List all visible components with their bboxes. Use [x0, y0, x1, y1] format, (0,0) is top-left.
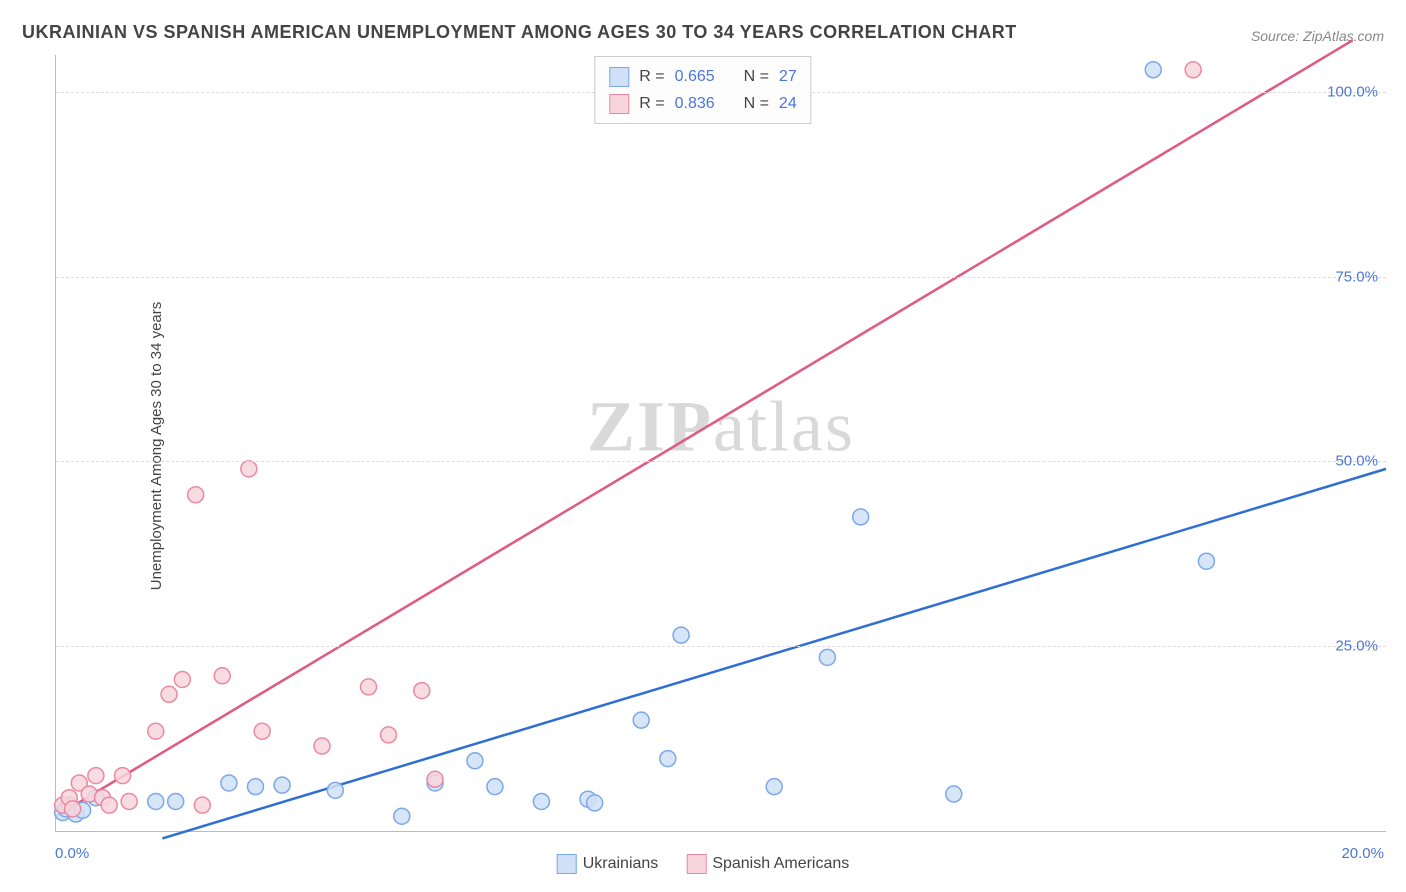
scatter-point — [394, 808, 410, 824]
legend-label-spanish: Spanish Americans — [712, 855, 849, 872]
gridline — [56, 461, 1386, 462]
scatter-point — [414, 683, 430, 699]
regression-line — [56, 40, 1353, 816]
series-legend: Ukrainians Spanish Americans — [557, 854, 850, 874]
scatter-point — [533, 793, 549, 809]
scatter-point — [633, 712, 649, 728]
scatter-point — [467, 753, 483, 769]
scatter-point — [248, 779, 264, 795]
legend-swatch-ukrainians — [609, 67, 629, 87]
chart-title: UKRAINIAN VS SPANISH AMERICAN UNEMPLOYME… — [22, 22, 1017, 43]
legend-row-ukrainians: R = 0.665 N = 27 — [609, 63, 796, 90]
scatter-point — [381, 727, 397, 743]
y-tick-label: 75.0% — [1335, 268, 1378, 285]
source-credit: Source: ZipAtlas.com — [1251, 28, 1384, 44]
scatter-point — [673, 627, 689, 643]
scatter-point — [214, 668, 230, 684]
legend-label-ukrainians: Ukrainians — [583, 855, 659, 872]
gridline — [56, 277, 1386, 278]
scatter-point — [1198, 553, 1214, 569]
legend-swatch-icon — [686, 854, 706, 874]
x-tick-min: 0.0% — [55, 845, 89, 862]
scatter-point — [1185, 62, 1201, 78]
scatter-point — [148, 793, 164, 809]
legend-item-ukrainians: Ukrainians — [557, 854, 659, 874]
scatter-point — [168, 793, 184, 809]
r-value-ukrainians: 0.665 — [675, 63, 715, 90]
scatter-point — [327, 782, 343, 798]
r-label: R = — [639, 63, 664, 90]
n-value-ukrainians: 27 — [779, 63, 797, 90]
scatter-point — [946, 786, 962, 802]
scatter-point — [766, 779, 782, 795]
legend-item-spanish: Spanish Americans — [686, 854, 849, 874]
scatter-point — [587, 795, 603, 811]
scatter-point — [101, 797, 117, 813]
scatter-point — [194, 797, 210, 813]
scatter-point — [274, 777, 290, 793]
y-tick-label: 50.0% — [1335, 453, 1378, 470]
correlation-legend: R = 0.665 N = 27 R = 0.836 N = 24 — [594, 56, 811, 124]
scatter-point — [148, 723, 164, 739]
scatter-point — [819, 649, 835, 665]
x-tick-max: 20.0% — [1341, 845, 1384, 862]
scatter-point — [660, 751, 676, 767]
scatter-point — [254, 723, 270, 739]
scatter-point — [487, 779, 503, 795]
scatter-point — [361, 679, 377, 695]
scatter-point — [161, 686, 177, 702]
n-label: N = — [744, 63, 769, 90]
r-label: R = — [639, 90, 664, 117]
chart-svg — [56, 55, 1386, 831]
scatter-point — [88, 768, 104, 784]
scatter-point — [65, 801, 81, 817]
y-tick-label: 25.0% — [1335, 638, 1378, 655]
r-value-spanish: 0.836 — [675, 90, 715, 117]
scatter-point — [221, 775, 237, 791]
scatter-point — [241, 461, 257, 477]
scatter-point — [853, 509, 869, 525]
legend-swatch-spanish — [609, 94, 629, 114]
scatter-point — [174, 671, 190, 687]
plot-area: ZIPatlas 25.0%50.0%75.0%100.0% — [55, 55, 1386, 832]
gridline — [56, 646, 1386, 647]
legend-swatch-icon — [557, 854, 577, 874]
scatter-point — [121, 793, 137, 809]
legend-row-spanish: R = 0.836 N = 24 — [609, 90, 796, 117]
scatter-point — [427, 771, 443, 787]
scatter-point — [1145, 62, 1161, 78]
n-label: N = — [744, 90, 769, 117]
scatter-point — [314, 738, 330, 754]
scatter-point — [188, 487, 204, 503]
n-value-spanish: 24 — [779, 90, 797, 117]
scatter-point — [115, 768, 131, 784]
y-tick-label: 100.0% — [1327, 83, 1378, 100]
